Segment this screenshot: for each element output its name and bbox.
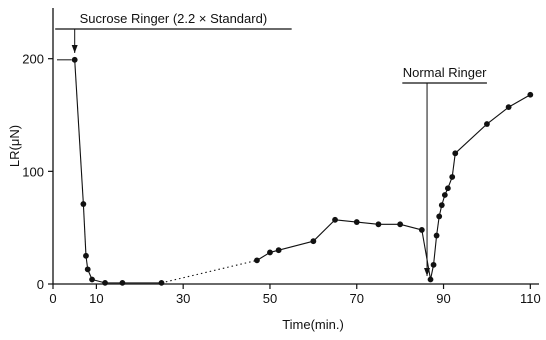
series-segment	[508, 94, 531, 108]
y-axis-title: LR(μN)	[7, 125, 22, 167]
data-point	[449, 174, 456, 180]
data-point	[430, 261, 437, 268]
series-segment	[486, 106, 509, 125]
data-point	[441, 192, 448, 198]
data-point	[418, 227, 425, 233]
y-tick-label: 0	[37, 277, 44, 292]
series-segment	[74, 59, 84, 205]
ticks: 0 10 30 50 70 90 110 0 100 200	[22, 52, 540, 306]
series-segment	[312, 219, 336, 242]
x-tick-label: 10	[89, 291, 103, 306]
data-point	[427, 276, 434, 283]
series-segment	[451, 153, 456, 178]
data-point	[89, 276, 95, 283]
data-point	[83, 252, 89, 259]
data-point	[71, 56, 78, 63]
data-point	[267, 249, 273, 256]
x-tick-label: 50	[263, 291, 277, 306]
annotation-arrow-head	[71, 45, 78, 53]
data-point	[452, 150, 459, 157]
series-segment	[400, 223, 422, 231]
series-segment	[334, 219, 357, 223]
annotations: Sucrose Ringer (2.2 × Standard) Normal Ri…	[55, 11, 487, 276]
data-point	[310, 238, 317, 245]
data-point	[397, 221, 404, 228]
data-lines	[74, 59, 531, 284]
series-segment	[278, 240, 314, 251]
data-point	[505, 104, 512, 111]
series-segment	[421, 229, 432, 280]
y-tick-label: 100	[22, 164, 44, 179]
x-tick-label: 70	[350, 291, 364, 306]
data-point	[119, 279, 126, 286]
data-point	[158, 279, 165, 286]
data-point	[275, 247, 282, 254]
annotation-label: Normal Ringer	[403, 65, 487, 80]
x-tick-label: 0	[49, 291, 56, 306]
series-segment	[356, 221, 379, 225]
series-segment	[454, 123, 488, 154]
data-point	[527, 91, 534, 98]
axes	[52, 8, 539, 285]
data-point	[102, 279, 108, 286]
series-segment-dotted	[161, 259, 258, 284]
x-tick-label: 90	[436, 291, 450, 306]
data-point	[80, 201, 87, 207]
data-point	[438, 202, 445, 209]
data-point	[433, 232, 440, 239]
x-tick-label: 110	[520, 291, 541, 306]
data-point	[375, 221, 382, 228]
data-point	[332, 216, 338, 223]
data-point	[254, 257, 260, 264]
y-tick-label: 200	[22, 52, 44, 67]
x-tick-label: 30	[176, 291, 190, 306]
series-segment	[82, 203, 87, 256]
data-points	[71, 56, 534, 286]
x-axis-title: Time(min.)	[282, 317, 344, 332]
data-point	[436, 213, 443, 220]
series-segment	[433, 235, 438, 265]
data-point	[353, 219, 360, 225]
series-segment	[436, 216, 440, 236]
annotation-arrow-head	[424, 268, 431, 276]
data-point	[484, 121, 490, 127]
annotation-label: Sucrose Ringer (2.2 × Standard)	[80, 11, 268, 26]
data-point	[84, 266, 91, 273]
data-point	[444, 185, 451, 192]
